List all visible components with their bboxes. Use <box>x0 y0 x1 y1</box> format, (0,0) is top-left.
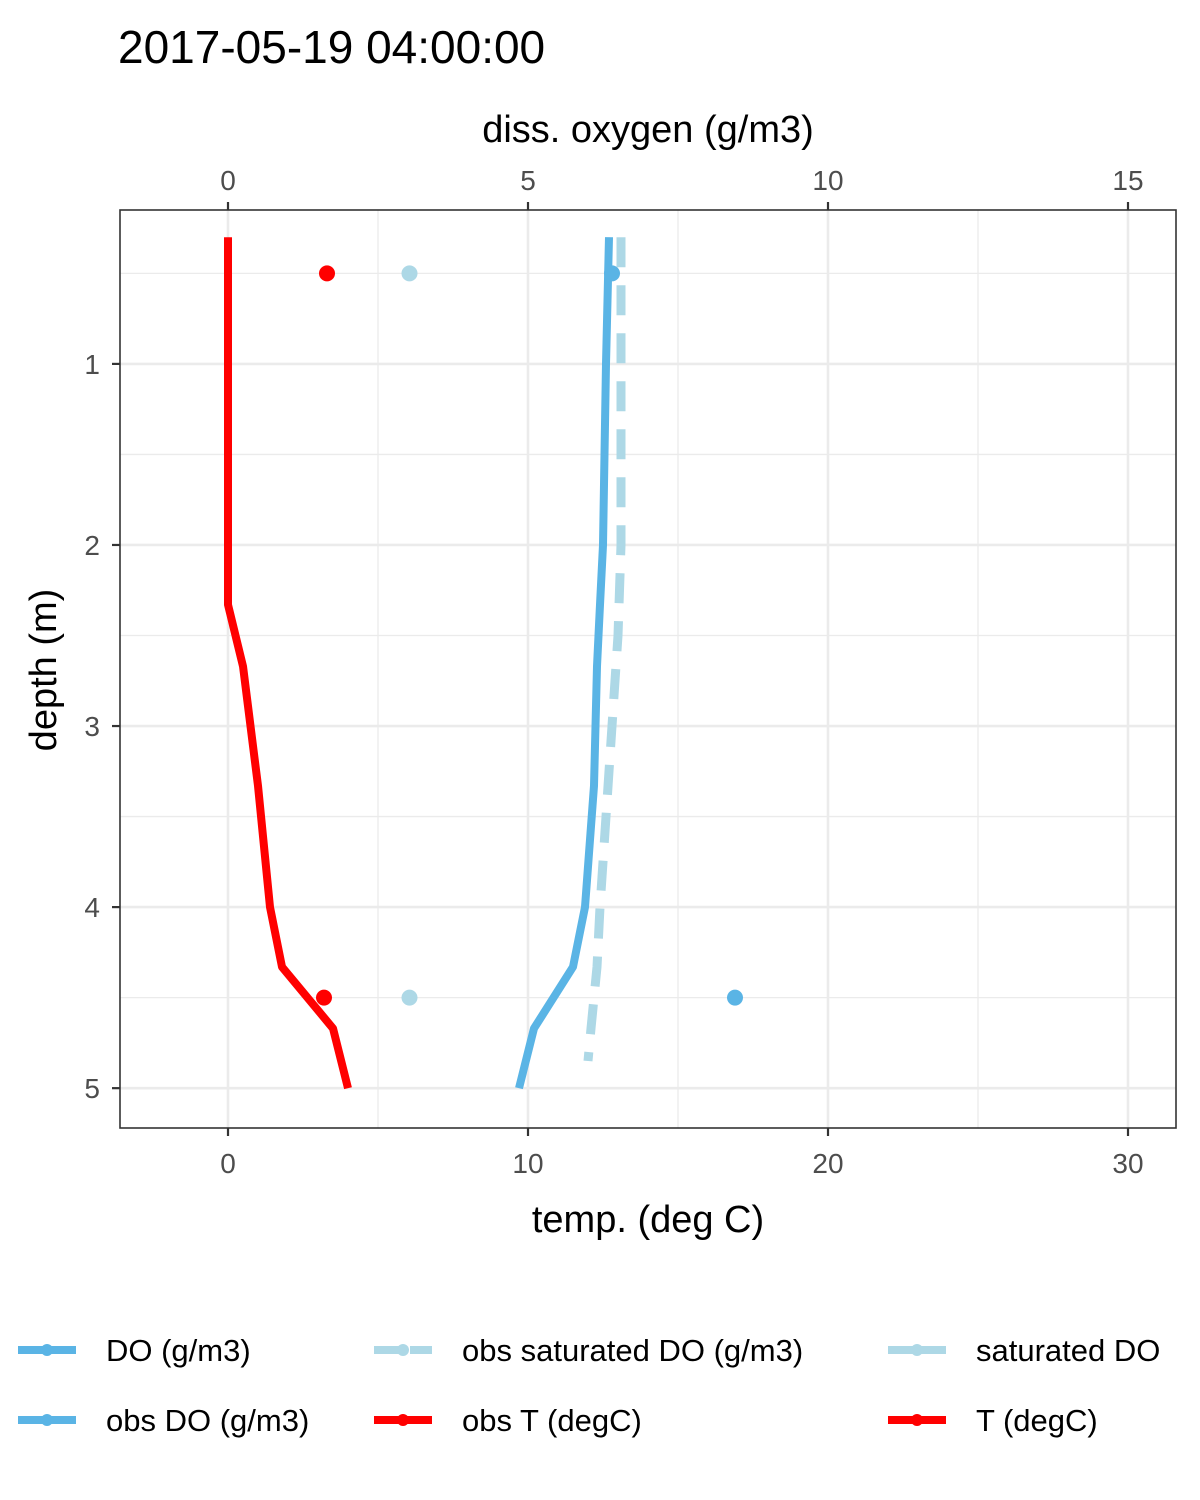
legend-label: obs DO (g/m3) <box>106 1403 309 1438</box>
series-line-saturated-do <box>583 237 626 1062</box>
legend-label: T (degC) <box>976 1403 1098 1438</box>
legend-label: obs saturated DO (g/m3) <box>462 1333 803 1368</box>
legend-swatch-point <box>41 1414 53 1426</box>
legend: DO (g/m3) obs saturated DO (g/m3) saturate… <box>18 1333 1160 1438</box>
legend-label: obs T (degC) <box>462 1403 642 1438</box>
obs-point-obs-t-degc <box>316 989 332 1006</box>
series-line-t-degc <box>224 237 352 1090</box>
y-tick-label: 4 <box>84 892 100 923</box>
legend-key <box>374 1344 432 1356</box>
series-line-do-g-m3 <box>515 237 613 1090</box>
legend-key <box>374 1414 432 1426</box>
obs-point-obs-do-g-m3 <box>604 265 620 282</box>
x-tick-label: 10 <box>512 1148 543 1179</box>
legend-key <box>888 1344 946 1356</box>
y-tick-label: 5 <box>84 1073 100 1104</box>
legend-swatch-point <box>397 1344 409 1356</box>
obs-point-obs-t-degc <box>319 265 335 282</box>
x-tick-label: 30 <box>1112 1148 1143 1179</box>
obs-point-obs-saturated-do-g-m3 <box>401 989 418 1006</box>
legend-swatch-point <box>911 1344 923 1356</box>
y-axis-title: depth (m) <box>23 589 65 752</box>
legend-swatch-point <box>911 1414 923 1426</box>
legend-swatch-point <box>41 1344 53 1356</box>
observation-layer <box>316 265 743 1006</box>
x-tick-label: 20 <box>812 1148 843 1179</box>
grid <box>120 210 1176 1128</box>
x-tick-label: 0 <box>220 1148 236 1179</box>
y-tick-label: 2 <box>84 530 100 561</box>
y-tick-label: 3 <box>84 711 100 742</box>
legend-label: DO (g/m3) <box>106 1333 251 1368</box>
x2-tick-label: 0 <box>220 165 236 196</box>
y-tick-label: 1 <box>84 349 100 380</box>
legend-swatch-point <box>397 1414 409 1426</box>
x2-axis-title: diss. oxygen (g/m3) <box>482 109 814 151</box>
legend-label: saturated DO <box>976 1333 1160 1368</box>
x2-tick-label: 15 <box>1112 165 1143 196</box>
legend-key <box>18 1414 76 1426</box>
axes: 0 10 20 30 0 5 10 15 1 2 3 4 5 <box>84 165 1143 1179</box>
chart-title: 2017-05-19 04:00:00 <box>118 21 545 73</box>
series-layer <box>224 237 626 1090</box>
legend-key <box>18 1344 76 1356</box>
obs-point-obs-do-g-m3 <box>727 989 743 1006</box>
obs-point-obs-saturated-do-g-m3 <box>401 265 418 282</box>
plot-panel <box>119 209 1177 1129</box>
x2-tick-label: 5 <box>520 165 536 196</box>
x-axis-title: temp. (deg C) <box>532 1199 764 1241</box>
x2-tick-label: 10 <box>812 165 843 196</box>
legend-key <box>888 1414 946 1426</box>
